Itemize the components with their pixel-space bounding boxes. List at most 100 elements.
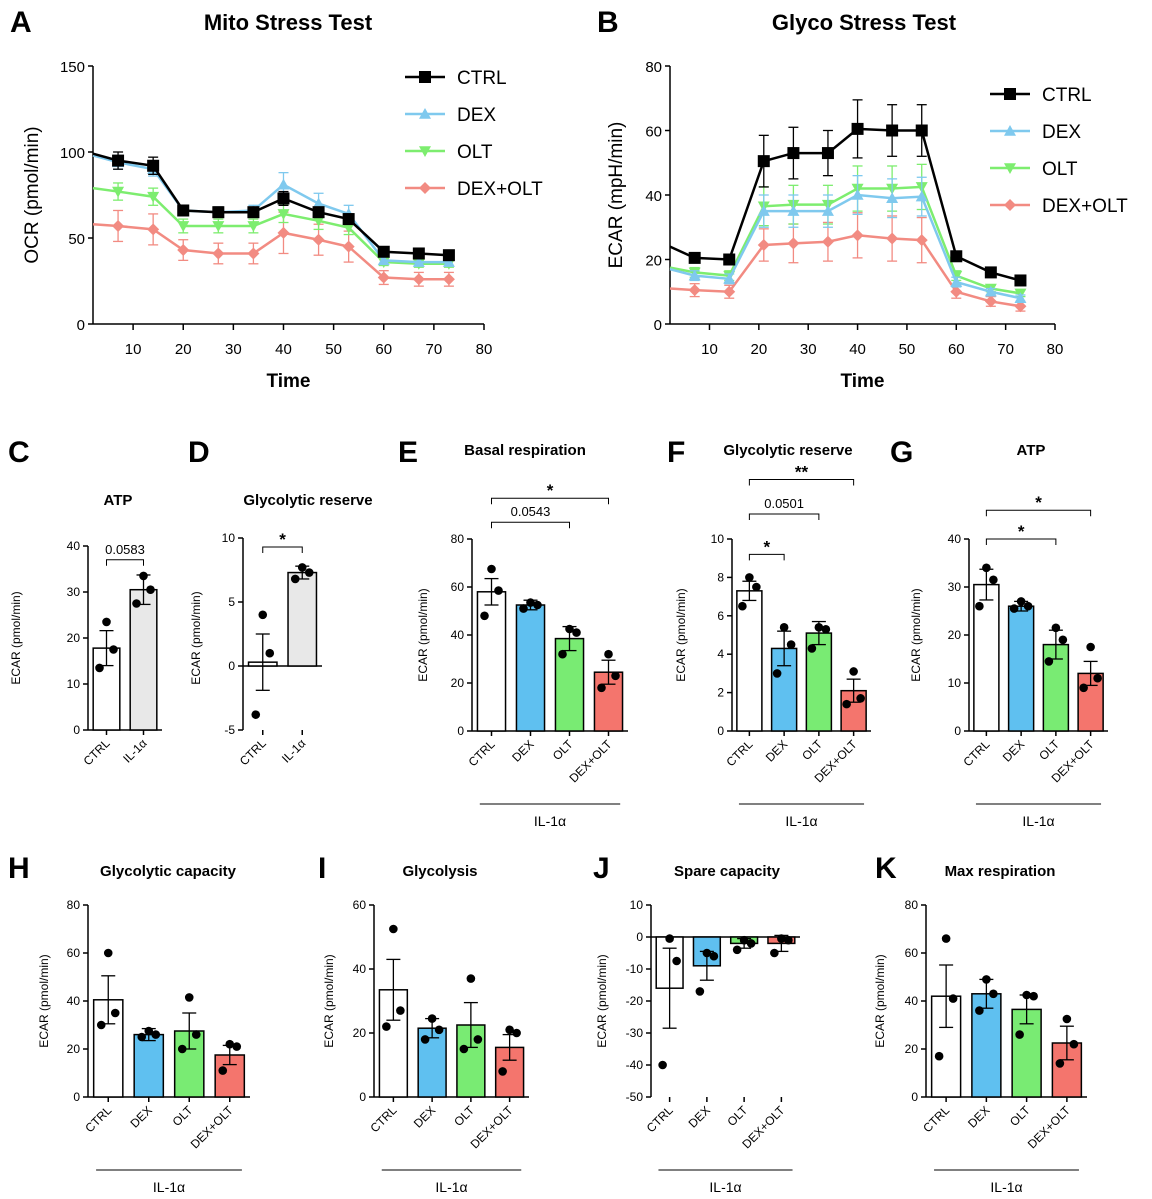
x-tick-label: DEX+OLT: [188, 1103, 237, 1152]
data-point: [212, 206, 225, 219]
replicate-point: [184, 993, 194, 1002]
replicate-point: [665, 934, 674, 943]
data-point: [277, 209, 290, 220]
y-tick-label: 0: [77, 317, 85, 334]
replicate-point: [1023, 601, 1033, 611]
data-point: [177, 221, 190, 232]
y-tick-label: 20: [67, 631, 81, 645]
y-tick-label: 0: [73, 723, 80, 737]
data-point: [177, 204, 190, 217]
bar-dex: [133, 1033, 165, 1098]
bar-il-1α: [287, 571, 318, 667]
replicate-point: [139, 571, 148, 581]
data-point: [851, 122, 864, 135]
y-axis-label: ECAR (pmol/min): [909, 588, 923, 681]
replicate-point: [1051, 623, 1061, 633]
significance-bracket: *: [985, 493, 1092, 517]
data-point: [886, 232, 899, 245]
x-tick-label: 80: [1047, 341, 1064, 358]
group-label: IL-1α: [153, 1179, 185, 1195]
x-tick-label: OLT: [451, 1103, 477, 1129]
data-point: [412, 256, 425, 267]
legend-label: DEX+OLT: [457, 179, 543, 200]
legend-label: OLT: [1042, 159, 1078, 180]
panel-f: F Glycolytic reserve 0 2 4 6 8 10 ECAR (pmol/min…: [667, 436, 871, 829]
data-point: [312, 206, 325, 219]
replicate-point: [814, 623, 824, 632]
y-tick-label: 30: [948, 580, 962, 594]
x-tick-label: 70: [426, 341, 443, 358]
group-label: IL-1α: [534, 813, 566, 829]
x-tick-label: OLT: [1036, 737, 1062, 763]
data-point: [1014, 274, 1027, 287]
data-point: [247, 206, 260, 219]
data-point: [984, 285, 997, 297]
panel-title: Spare capacity: [674, 863, 781, 880]
series-olt: [92, 182, 455, 270]
panel-letter: E: [398, 436, 418, 469]
data-point: [342, 240, 355, 253]
x-tick-label: CTRL: [644, 1103, 676, 1135]
replicate-point: [948, 994, 958, 1003]
series-line: [669, 185, 1021, 295]
y-axis-label: ECAR (pmol/min): [873, 954, 887, 1047]
replicate-point: [777, 934, 786, 943]
significance-bracket: **: [748, 462, 855, 486]
replicate-point: [218, 1066, 228, 1075]
replicate-point: [258, 610, 268, 620]
panel-c: C ATP 0 10 20 30 40 ECAR (pmol/min) CTRL IL-1α 0.0…: [8, 436, 162, 768]
data-point: [915, 190, 928, 202]
legend-marker: [1004, 199, 1016, 211]
bracket-line: [491, 497, 609, 505]
replicate-point: [558, 649, 567, 659]
replicate-point: [512, 1028, 521, 1038]
x-tick-label: 20: [175, 341, 192, 358]
legend-item: OLT: [405, 142, 493, 163]
replicate-point: [103, 948, 113, 958]
data-point: [757, 155, 770, 168]
series-dex: [92, 154, 455, 267]
group-label: IL-1α: [435, 1179, 467, 1195]
bar-il-1α: [129, 588, 158, 731]
x-tick-label: DEX: [965, 1103, 992, 1130]
y-tick-label: 20: [948, 628, 962, 642]
data-point: [277, 178, 290, 190]
panel-title: ATP: [104, 492, 133, 509]
y-tick-label: 80: [645, 59, 662, 76]
significance-bracket: *: [985, 522, 1057, 545]
x-tick-label: CTRL: [237, 736, 269, 768]
replicate-point: [604, 649, 613, 659]
x-tick-label: DEX: [411, 1103, 438, 1130]
panel-letter: H: [8, 852, 30, 885]
y-tick-label: 20: [905, 1042, 919, 1056]
y-tick-label: 20: [645, 253, 662, 270]
significance-bracket: 0.0543: [491, 504, 570, 529]
data-point: [112, 186, 125, 198]
replicate-point: [989, 989, 998, 999]
replicate-point: [821, 624, 831, 634]
x-tick-label: 40: [275, 341, 292, 358]
significance-label: *: [763, 537, 770, 556]
replicate-point: [672, 956, 681, 966]
replicate-point: [382, 1022, 391, 1031]
legend-item: CTRL: [405, 68, 507, 89]
panel-e: E Basal respiration 0 20 40 60 80 ECAR (pmol/mi…: [398, 436, 628, 829]
replicate-point: [1016, 597, 1026, 606]
replicate-point: [1079, 683, 1088, 693]
replicate-point: [232, 1042, 242, 1051]
significance-label: *: [547, 481, 554, 500]
replicate-point: [494, 586, 503, 595]
y-tick-label: -10: [626, 962, 644, 976]
group-label: IL-1α: [1022, 813, 1054, 829]
data-point: [1014, 292, 1027, 303]
data-point: [821, 235, 834, 248]
legend-label: CTRL: [1042, 85, 1092, 106]
y-axis-label: ECAR (pmol/min): [595, 954, 609, 1047]
series-line: [92, 222, 449, 281]
y-axis-label: ECAR (pmol/min): [416, 588, 430, 681]
data-point: [787, 237, 800, 250]
x-tick-label: OLT: [799, 737, 825, 763]
replicate-point: [934, 1051, 944, 1061]
panel-title: Glyco Stress Test: [772, 10, 957, 35]
replicate-point: [1044, 657, 1054, 666]
